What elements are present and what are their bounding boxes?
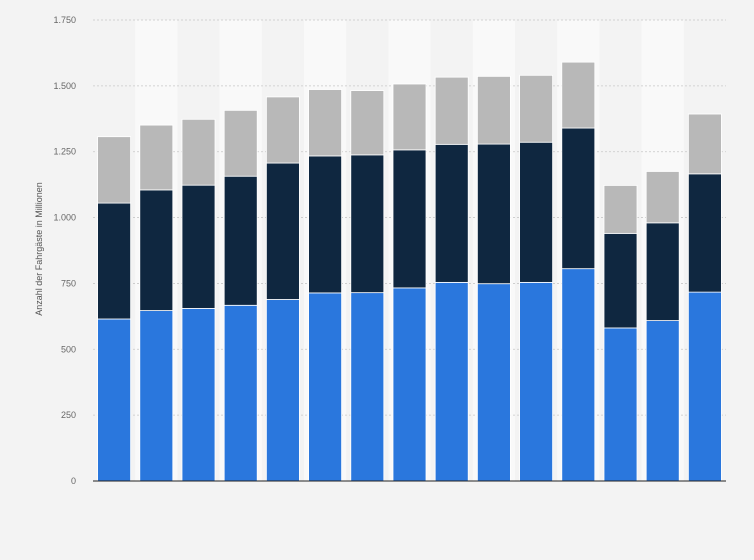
y-tick-label: 250: [61, 410, 76, 420]
bars: [97, 61, 722, 482]
bar-segment-series-3[interactable]: [519, 74, 553, 143]
y-axis-title: Anzahl der Fahrgäste in Millionen: [34, 182, 44, 316]
bar-segment-series-1[interactable]: [519, 281, 553, 482]
bar-segment-series-1[interactable]: [181, 308, 216, 482]
bar-segment-series-2[interactable]: [519, 141, 553, 283]
bar-segment-series-2[interactable]: [434, 143, 469, 283]
bar-segment-series-1[interactable]: [350, 292, 385, 482]
y-tick-label: 0: [71, 476, 76, 486]
bar-segment-series-2[interactable]: [97, 202, 131, 320]
y-tick-label: 1.500: [53, 81, 76, 91]
bar-segment-series-2[interactable]: [603, 232, 638, 329]
bar-segment-series-3[interactable]: [603, 185, 638, 234]
bar-segment-series-2[interactable]: [265, 162, 300, 300]
bar-segment-series-3[interactable]: [181, 118, 216, 186]
bar-segment-series-3[interactable]: [308, 89, 343, 157]
bar-segment-series-1[interactable]: [392, 287, 427, 482]
bar-segment-series-3[interactable]: [561, 61, 596, 129]
bar-segment-series-1[interactable]: [476, 283, 511, 482]
bar-segment-series-1[interactable]: [561, 268, 596, 482]
bar-segment-series-3[interactable]: [434, 76, 469, 145]
bar-segment-series-1[interactable]: [434, 281, 469, 482]
bar-segment-series-3[interactable]: [350, 90, 385, 156]
y-tick-label: 750: [61, 278, 76, 288]
bar-segment-series-2[interactable]: [223, 175, 258, 306]
bar-segment-series-1[interactable]: [603, 327, 638, 482]
bar-segment-series-2[interactable]: [476, 143, 511, 285]
bar-segment-series-3[interactable]: [645, 171, 680, 224]
bar-segment-series-3[interactable]: [476, 75, 511, 145]
bar-segment-series-2[interactable]: [688, 173, 722, 293]
bar-segment-series-3[interactable]: [223, 109, 258, 177]
bar-segment-series-1[interactable]: [139, 310, 174, 482]
bar-segment-series-3[interactable]: [265, 96, 300, 164]
bar-segment-series-1[interactable]: [265, 299, 300, 482]
bar-segment-series-3[interactable]: [392, 83, 427, 151]
bar-segment-series-1[interactable]: [645, 320, 680, 482]
y-tick-label: 500: [61, 344, 76, 354]
bar-segment-series-1[interactable]: [308, 292, 343, 482]
y-axis-ticks: 0 250 500 750 1.000 1.250 1.500 1.750: [53, 15, 76, 486]
bar-segment-series-2[interactable]: [350, 154, 385, 294]
bar-segment-series-2[interactable]: [392, 149, 427, 289]
bar-segment-series-2[interactable]: [308, 155, 343, 294]
y-tick-label: 1.750: [53, 15, 76, 25]
bar-segment-series-1[interactable]: [688, 291, 722, 482]
bar-segment-series-3[interactable]: [97, 136, 131, 204]
bar-segment-series-2[interactable]: [181, 184, 216, 309]
y-tick-label: 1.000: [53, 213, 76, 223]
bar-segment-series-2[interactable]: [645, 222, 680, 321]
y-tick-label: 1.250: [53, 147, 76, 157]
bar-segment-series-1[interactable]: [97, 318, 131, 482]
bar-segment-series-2[interactable]: [139, 189, 174, 311]
bar-segment-series-3[interactable]: [139, 124, 174, 191]
bar-segment-series-2[interactable]: [561, 127, 596, 270]
bar-segment-series-3[interactable]: [688, 113, 722, 175]
bar-segment-series-1[interactable]: [223, 304, 258, 482]
